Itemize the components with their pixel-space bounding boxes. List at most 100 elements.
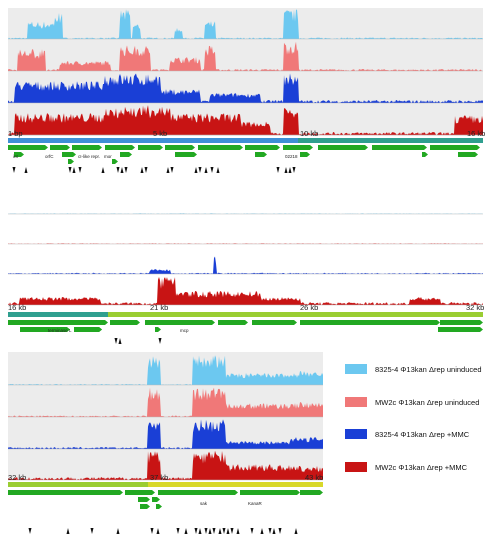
promoter-arrow [116,528,120,534]
gene-arrow [145,320,215,325]
gene-label: KanaR [248,501,263,506]
gene-arrow [175,152,197,157]
promoter-arrow [184,528,188,534]
gene-arrow [245,145,280,150]
gene-arrow [20,327,70,332]
promoter-arrow [272,528,276,534]
promoter-arrow [78,167,82,173]
genome-bar-yellow [148,482,323,487]
tick-label: 5 kb [153,129,167,138]
gene-arrow [252,320,297,325]
gene-arrow [8,490,123,495]
legend-label: 8325-4 Φ13kan Δrep uninduced [375,364,482,374]
gene-arrow [14,152,24,157]
panel-3: 32 kb 37 kb 43 kb sak KanaR [8,352,323,534]
promoter-arrow [198,528,202,534]
gene-arrow [318,145,368,150]
legend-item: MW2c Φ13kan Δrep uninduced [345,397,479,407]
gene-arrow [156,504,162,509]
genome-bar-teal [8,312,108,317]
gene-arrow [105,145,135,150]
promoter-arrow [12,167,16,173]
gene-arrow [92,327,102,332]
promoter-arrow [124,167,128,173]
tick-label: 37 kb [150,473,168,482]
panel-2: 16 kb 21 kb 26 kb 32 kb terminase L mcp [8,213,484,344]
promoter-arrow [198,167,202,173]
promoter-arrow [118,338,122,344]
promoter-arrow [260,528,264,534]
gene-arrow [152,497,160,502]
gene-arrow [300,490,323,495]
gene-arrow [8,320,108,325]
promoter-arrow [226,528,230,534]
promoter-arrow [236,528,240,534]
tick-label: 21 kb [150,303,168,312]
gene-arrow [218,320,248,325]
gene-arrow [68,159,74,164]
gene-arrow [300,152,310,157]
legend-item: 8325-4 Φ13kan Δrep uninduced [345,364,482,374]
promoter-arrow [144,167,148,173]
promoter-arrow [66,528,70,534]
promoter-arrow [72,167,76,173]
promoter-arrow [116,167,120,173]
coverage-track [8,256,483,274]
promoter-arrow [90,528,94,534]
legend-swatch [345,397,367,407]
promoter-arrow [120,167,124,173]
promoter-arrow [212,528,216,534]
promoter-arrow [284,167,288,173]
promoter-arrow [24,167,28,173]
promoter-arrow [101,167,105,173]
gene-arrow [440,320,483,325]
gene-arrow [198,145,243,150]
legend-label: MW2c Φ13kan Δrep +MMC [375,462,468,472]
promoter-arrow [194,528,198,534]
promoter-arrow [278,528,282,534]
gene-label: orfC [45,154,54,159]
tick-label: 16 kb [467,129,485,138]
start-label: 16 kb [8,303,26,312]
gene-arrow [158,490,238,495]
gene-label: 02218 [285,154,298,159]
gene-label: terminase L [48,328,72,333]
gene-label: mor [104,154,112,159]
tick-label: 43 kb [305,473,323,482]
promoter-arrow [156,528,160,534]
gene-arrow [458,152,478,157]
promoter-arrow [230,528,234,534]
gene-arrow [120,152,132,157]
coverage-track [8,41,483,71]
panel-1: 1 bp 5 kb 10 kb 16 kb int orfC cI-like r… [8,8,485,173]
coverage-track [8,9,483,39]
promoter-arrow [218,528,222,534]
promoter-arrow [114,338,118,344]
start-label: 1 bp [8,129,23,138]
coverage-track [8,277,483,305]
legend-swatch [345,462,367,472]
promoter-arrow [166,167,170,173]
gene-label: cI-like repr. [78,154,100,159]
gene-arrow [240,490,300,495]
gene-arrow [422,152,428,157]
legend-label: MW2c Φ13kan Δrep uninduced [375,397,480,407]
gene-label: int [13,154,19,159]
coverage-track [8,450,323,480]
promoter-arrow [216,167,220,173]
tick-label: 10 kb [300,129,318,138]
promoter-arrow [268,528,272,534]
genome-bar-lime [8,482,148,487]
promoter-arrow [288,167,292,173]
gene-arrow [138,145,163,150]
coverage-track [8,105,483,135]
gene-arrow [430,145,480,150]
promoter-arrow [204,528,208,534]
gene-arrow [140,504,150,509]
tick-label: 32 kb [466,303,484,312]
coverage-track [8,387,323,417]
gene-arrow [125,490,155,495]
coverage-track [8,419,323,449]
gene-label: sak [200,501,208,506]
